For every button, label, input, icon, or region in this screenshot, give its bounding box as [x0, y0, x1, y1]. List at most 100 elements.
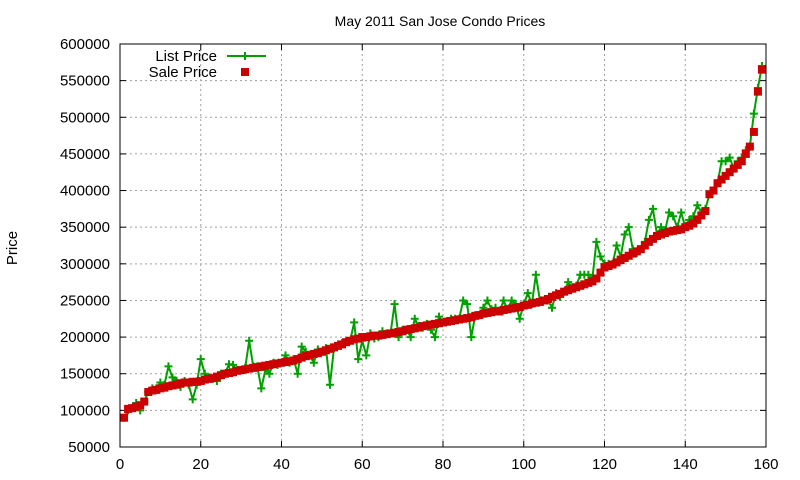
sale-price-point	[374, 331, 383, 340]
list-price-point	[584, 270, 593, 279]
list-price-point	[523, 289, 532, 298]
sale-price-point	[394, 327, 403, 336]
sale-price-point	[568, 284, 577, 293]
sale-price-point	[204, 374, 213, 383]
sale-price-point	[632, 247, 641, 256]
sale-price-point	[309, 349, 318, 358]
sale-price-point	[507, 304, 516, 313]
sale-price-point	[483, 308, 492, 317]
y-tick-label: 450000	[60, 146, 110, 163]
sale-price-point	[426, 320, 435, 329]
sale-price-point	[717, 175, 726, 184]
x-tick-label: 140	[673, 456, 698, 473]
sale-price-point	[261, 361, 270, 370]
sale-price-point	[519, 301, 528, 310]
sale-price-point	[172, 380, 181, 389]
sale-price-point	[406, 325, 415, 334]
list-price-point	[596, 252, 605, 261]
sale-price-point	[439, 318, 447, 327]
grid	[120, 44, 766, 447]
list-price-point	[390, 300, 399, 309]
list-price-point	[406, 333, 415, 342]
sale-price-point	[216, 371, 225, 380]
sale-price-point	[443, 317, 452, 326]
sale-price-point	[527, 299, 536, 308]
sale-price-point	[709, 186, 718, 195]
list-price-point	[624, 223, 633, 232]
sale-price-point	[192, 377, 201, 386]
sale-price-point	[628, 249, 637, 258]
legend-marker-list-price	[241, 52, 249, 60]
sale-price-point	[160, 383, 169, 392]
sale-price-point	[350, 335, 359, 344]
y-tick-label: 100000	[60, 402, 110, 419]
sale-price-point	[140, 397, 149, 406]
list-price-point	[196, 355, 205, 364]
sale-price-point	[354, 334, 363, 343]
list-price-point	[354, 355, 363, 364]
sale-price-point	[636, 245, 645, 254]
sale-price-point	[661, 229, 670, 238]
list-price-point	[592, 237, 601, 246]
sale-price-point	[705, 190, 714, 199]
sale-price-point	[733, 160, 742, 169]
x-tick-label: 60	[354, 456, 371, 473]
legend-marker-sale-price	[241, 68, 249, 76]
y-tick-label: 200000	[60, 329, 110, 346]
list-price-point	[725, 153, 734, 162]
list-price-point	[507, 296, 516, 305]
sale-price-point	[245, 364, 254, 373]
sale-price-point	[523, 300, 532, 309]
list-price-point	[644, 215, 653, 224]
sale-price-point	[362, 333, 371, 342]
sale-price-point	[233, 366, 242, 375]
sale-price-point	[164, 382, 173, 391]
sale-price-point	[451, 316, 460, 325]
chart-title: May 2011 San Jose Condo Prices	[335, 13, 546, 29]
x-tick-label: 100	[511, 456, 536, 473]
sale-price-point	[673, 226, 682, 235]
list-price-point	[229, 360, 238, 369]
sale-price-point	[196, 377, 205, 386]
sale-price-point	[346, 336, 355, 345]
sale-price-point	[467, 313, 476, 322]
list-price-point	[430, 333, 439, 342]
sale-price-point	[487, 308, 496, 317]
sale-price-point	[600, 263, 609, 272]
sale-price-point	[212, 372, 221, 381]
list-price-point	[669, 212, 678, 221]
sale-price-point	[596, 268, 605, 277]
legend-label-sale-price: Sale Price	[149, 64, 217, 81]
sale-price-point	[689, 219, 698, 228]
sale-price-point	[475, 311, 484, 320]
sale-price-point	[580, 280, 589, 289]
sale-price-point	[398, 327, 407, 336]
series-sale-price	[120, 65, 766, 422]
sale-price-point	[184, 378, 193, 387]
list-price-point	[309, 358, 318, 367]
sale-price-point	[620, 253, 629, 262]
list-price-point	[612, 241, 621, 250]
sale-price-point	[338, 340, 347, 349]
sale-price-point	[511, 303, 520, 312]
sale-price-point	[608, 260, 617, 269]
sale-price-point	[640, 241, 649, 250]
sale-price-point	[576, 281, 585, 290]
sale-price-point	[612, 258, 621, 267]
y-tick-label: 250000	[60, 292, 110, 309]
sale-price-point	[168, 381, 177, 390]
sale-price-point	[616, 256, 625, 265]
list-price-point	[721, 157, 730, 166]
sale-price-point	[120, 413, 129, 422]
y-axis-label: Price	[4, 231, 21, 265]
sale-price-point	[560, 287, 569, 296]
sale-price-point	[188, 377, 197, 386]
sale-price-point	[200, 375, 209, 384]
sale-price-point	[503, 305, 512, 314]
sale-price-point	[136, 401, 145, 410]
sale-price-point	[313, 349, 322, 358]
sale-price-point	[471, 311, 480, 320]
sale-price-point	[713, 179, 722, 188]
sale-price-point	[301, 352, 310, 361]
